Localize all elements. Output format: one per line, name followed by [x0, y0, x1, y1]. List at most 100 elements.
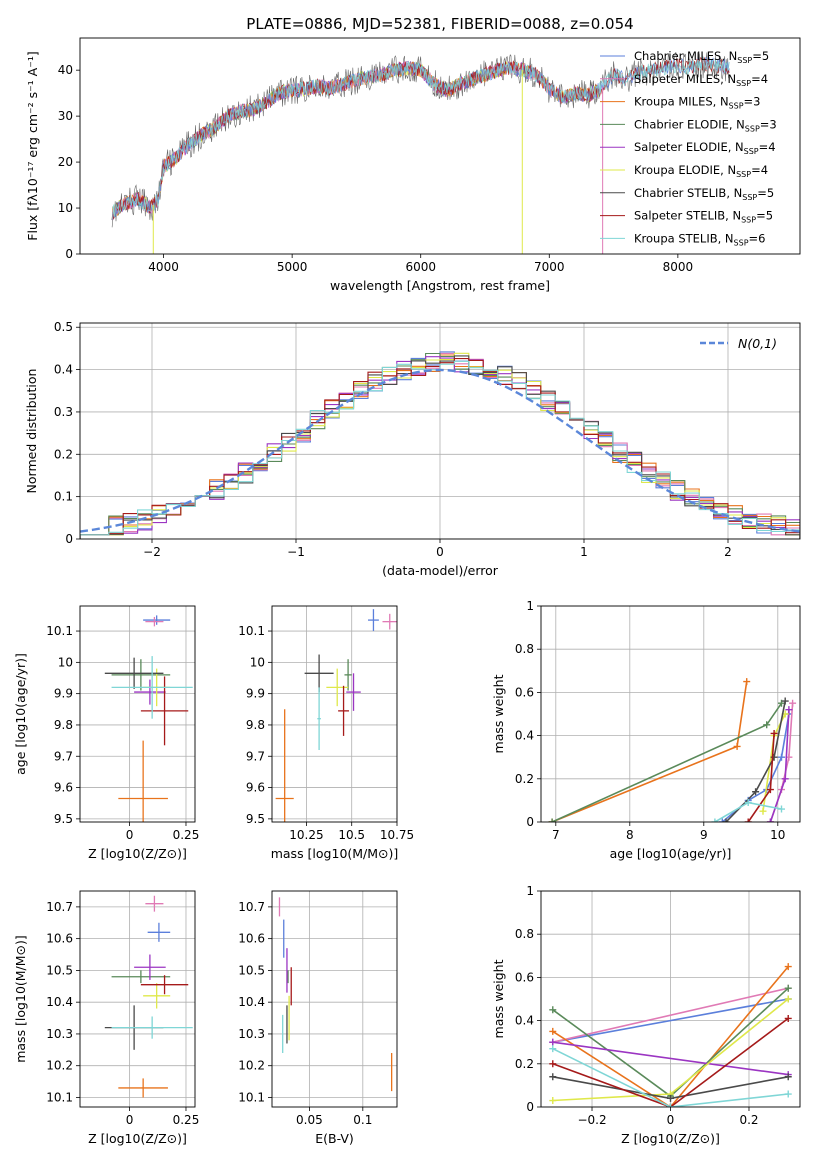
axes-frame — [79, 37, 801, 255]
spectrum-line-kroupa_stelib — [111, 55, 730, 220]
y-tick-label: 1 — [526, 884, 534, 898]
weight-line-salpeter_stelib — [747, 733, 775, 822]
y-tick-label: 10.6 — [46, 932, 73, 946]
legend-label: Kroupa MILES, NSSP=3 — [634, 95, 760, 111]
x-tick-label: 7000 — [534, 260, 565, 274]
panels: 4000 5000 6000 7000 8000010203040wavelength … — [13, 37, 801, 1146]
y-tick-label: 9.7 — [246, 749, 265, 763]
weight-marker-chabrier_stelib — [549, 1073, 557, 1081]
y-tick-label: 0.8 — [515, 927, 534, 941]
y-tick-label: 9.9 — [246, 687, 265, 701]
y-tick-label: 0 — [526, 815, 534, 829]
weight-marker-chabrier_stelib — [781, 697, 789, 705]
y-tick-label: 0 — [65, 532, 73, 546]
panel-massweight_vs_Z: −0.2 0 0.2 0 0.2 0.4 0.6 0.8 1 Z [log10(Z/Z⊙)] mas… — [491, 884, 801, 1146]
x-tick-label: 8 — [626, 828, 634, 842]
legend: Chabrier MILES, NSSP=5 Salpeter MILES, NS… — [600, 49, 777, 247]
y-tick-label: 0.4 — [515, 729, 534, 743]
y-tick-label: 9.8 — [246, 718, 265, 732]
weight-marker-salpeter_stelib — [549, 1060, 557, 1068]
y-tick-label: 10.1 — [46, 624, 73, 638]
weight-marker-kroupa_elodie — [784, 995, 792, 1003]
y-tick-label: 10.7 — [238, 900, 265, 914]
x-tick-label: 0 — [436, 545, 444, 559]
x-axis-label: Z [log10(Z/Z⊙)] — [88, 1131, 187, 1146]
y-tick-label: 9.8 — [54, 718, 73, 732]
y-axis-label: mass weight — [491, 959, 506, 1038]
legend-label: Kroupa STELIB, NSSP=6 — [634, 231, 765, 247]
axes-frame — [271, 890, 398, 1108]
axes-frame — [79, 322, 801, 540]
x-tick-label: 2 — [724, 545, 732, 559]
plot-area — [272, 606, 397, 822]
plot-area — [541, 891, 800, 1107]
weight-marker-kroupa_stelib — [744, 799, 752, 807]
weight-marker-kroupa_stelib — [784, 1090, 792, 1098]
y-tick-label: 10 — [250, 655, 265, 669]
weight-marker-salpeter_stelib — [766, 786, 774, 794]
weight-marker-chabrier_elodie — [778, 699, 785, 707]
x-tick-label: 4000 — [148, 260, 179, 274]
weight-line-chabrier_miles — [552, 998, 789, 1043]
weight-marker-salpeter_elodie — [785, 706, 793, 714]
y-tick-label: 10.5 — [238, 963, 265, 977]
y-axis-label: Flux [fλ10⁻¹⁷ erg cm⁻² s⁻¹ A⁻¹] — [25, 51, 40, 240]
y-tick-label: 9.5 — [246, 812, 265, 826]
y-tick-label: 10 — [58, 201, 73, 215]
x-tick-label: 1 — [580, 545, 588, 559]
weight-line-kroupa_miles — [551, 681, 748, 822]
weight-marker-chabrier_elodie — [763, 721, 771, 729]
y-tick-label: 10 — [58, 655, 73, 669]
y-tick-label: 0.4 — [54, 363, 73, 377]
y-tick-label: 0.2 — [515, 1057, 534, 1071]
plot-area — [80, 606, 195, 822]
weight-marker-kroupa_stelib — [667, 1103, 674, 1107]
x-tick-label: 0.25 — [173, 1113, 200, 1127]
weight-marker-chabrier_elodie — [548, 818, 556, 822]
y-tick-label: 20 — [58, 155, 73, 169]
weight-marker-kroupa_elodie — [549, 1097, 557, 1105]
weight-marker-kroupa_miles — [743, 678, 751, 686]
plot-area — [272, 891, 397, 1107]
weight-line-salpeter_miles — [552, 987, 789, 1043]
legend-label: Kroupa ELODIE, NSSP=4 — [634, 163, 768, 179]
weight-marker-salpeter_elodie — [549, 1038, 557, 1046]
x-tick-label: 10.75 — [380, 828, 414, 842]
figure-title: PLATE=0886, MJD=52381, FIBERID=0088, z=0… — [246, 15, 633, 33]
x-tick-label: 0.2 — [739, 1113, 758, 1127]
x-tick-label: 0.1 — [353, 1113, 372, 1127]
y-tick-label: 10.1 — [46, 1090, 73, 1104]
y-tick-label: 0.6 — [515, 685, 534, 699]
y-axis-label: mass [log10(M/M⊙)] — [13, 935, 28, 1063]
legend-label: Chabrier ELODIE, NSSP=3 — [634, 117, 777, 133]
y-tick-label: 40 — [58, 63, 73, 77]
spectrum-line-chabrier_stelib — [111, 52, 730, 228]
plot-area — [80, 891, 195, 1107]
legend-label: N(0,1) — [738, 336, 777, 351]
legend-label: Chabrier MILES, NSSP=5 — [634, 49, 769, 65]
y-tick-label: 10.4 — [238, 995, 265, 1009]
weight-marker-salpeter_stelib — [744, 818, 752, 822]
panel-massweight_vs_age: 7 8 9 10 0 0.2 0.4 0.6 0.8 1 age [log10(age/yr)] ma… — [491, 599, 801, 861]
y-tick-label: 0.1 — [54, 490, 73, 504]
weight-marker-chabrier_miles — [718, 818, 726, 822]
y-tick-label: 10.7 — [46, 900, 73, 914]
y-tick-label: 10.4 — [46, 995, 73, 1009]
x-tick-label: −0.2 — [577, 1113, 606, 1127]
weight-marker-salpeter_elodie — [766, 818, 774, 822]
axes-frame — [79, 890, 196, 1108]
x-tick-label: 0.25 — [173, 828, 200, 842]
weight-marker-chabrier_stelib — [667, 1094, 674, 1102]
y-tick-label: 9.6 — [246, 781, 265, 795]
y-axis-label: mass weight — [491, 674, 506, 753]
y-tick-label: 0.8 — [515, 642, 534, 656]
spectrum-line-kroupa_miles — [111, 61, 599, 221]
weight-marker-kroupa_miles — [784, 963, 792, 971]
weight-marker-chabrier_stelib — [722, 818, 730, 822]
y-tick-label: 0.5 — [54, 320, 73, 334]
weight-line-kroupa_miles — [552, 966, 789, 1107]
weight-marker-salpeter_miles — [789, 699, 797, 707]
x-tick-label: 10 — [770, 828, 785, 842]
weight-marker-kroupa_stelib — [711, 818, 719, 822]
